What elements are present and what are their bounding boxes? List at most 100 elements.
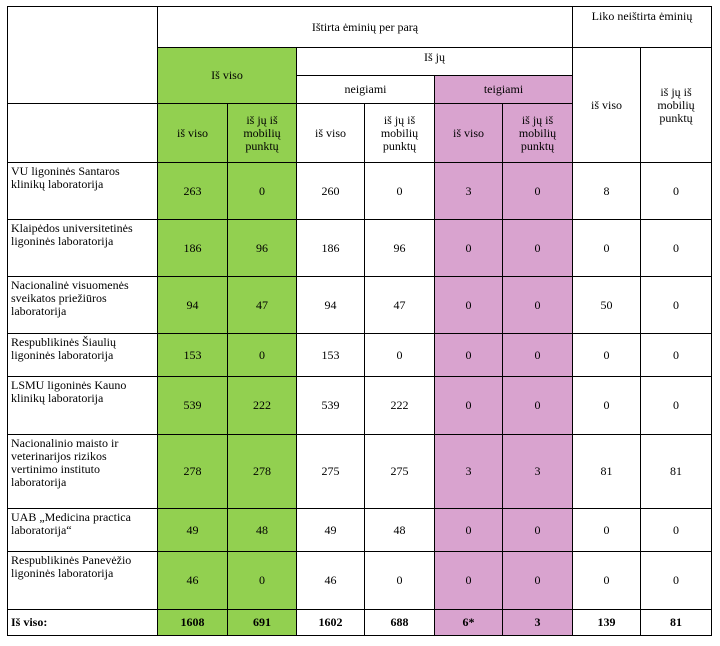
header-row-4: iš viso iš jų iš mobilių punktų iš viso … [7, 103, 712, 163]
corner-cell-lower [7, 103, 158, 163]
total-mobile-value: 47 [227, 276, 297, 334]
total-mobile-value: 0 [227, 551, 297, 610]
positive-mobile-value: 0 [502, 162, 573, 220]
negative-mobile-value: 48 [364, 508, 435, 552]
positive-value: 3 [434, 162, 503, 220]
remaining-value: 0 [572, 376, 641, 435]
remaining-mobile-header: iš jų iš mobilių punktų [640, 47, 712, 163]
total-value: 263 [157, 162, 228, 220]
total-value: 539 [157, 376, 228, 435]
totals-label: Iš viso: [7, 609, 158, 636]
positive-value: 0 [434, 276, 503, 334]
totals-positive: 6* [434, 609, 503, 636]
negative-mobile-value: 0 [364, 551, 435, 610]
table-body: Ištirta ėminių per parą Liko neištirta ė… [7, 6, 712, 636]
header-row-2: Iš viso Iš jų iš viso iš jų iš mobilių p… [8, 47, 712, 163]
positive-mobile-value: 0 [502, 551, 573, 610]
table-row: VU ligoninės Santaros klinikų laboratori… [7, 162, 712, 220]
total-mobile-value: 96 [227, 219, 297, 277]
total-value: 49 [157, 508, 228, 552]
negative-mobile-value: 47 [364, 276, 435, 334]
negative-mobile-value: 0 [364, 162, 435, 220]
table-row: UAB „Medicina practica laboratorija“ 49 … [7, 508, 712, 552]
lab-name: Respublikinės Panevėžio ligoninės labora… [7, 551, 158, 610]
negative-value: 275 [296, 434, 365, 509]
total-mobile-value: 48 [227, 508, 297, 552]
total-mobile-header: iš jų iš mobilių punktų [227, 103, 297, 163]
lab-name: UAB „Medicina practica laboratorija“ [7, 508, 158, 552]
table-row: Respublikinės Šiaulių ligoninės laborato… [7, 333, 712, 377]
positive-value: 0 [434, 376, 503, 435]
positive-mobile-value: 0 [502, 376, 573, 435]
negative-sub-header: iš viso [296, 103, 365, 163]
lab-name: Respublikinės Šiaulių ligoninės laborato… [7, 333, 158, 377]
positive-mobile-value: 0 [502, 219, 573, 277]
negative-mobile-header: iš jų iš mobilių punktų [364, 103, 435, 163]
positive-value: 0 [434, 333, 503, 377]
totals-negative: 1602 [296, 609, 365, 636]
totals-total: 1608 [157, 609, 228, 636]
negative-value: 49 [296, 508, 365, 552]
negative-value: 153 [296, 333, 365, 377]
corner-cell [7, 6, 158, 104]
total-mobile-value: 222 [227, 376, 297, 435]
negative-header: neigiami [296, 75, 435, 104]
remaining-value: 81 [572, 434, 641, 509]
totals-positive-mobile: 3 [502, 609, 573, 636]
total-mobile-value: 0 [227, 162, 297, 220]
table-row: Respublikinės Panevėžio ligoninės labora… [7, 551, 712, 610]
total-value: 278 [157, 434, 228, 509]
remaining-value: 0 [572, 551, 641, 610]
total-mobile-value: 278 [227, 434, 297, 509]
remaining-mobile-value: 0 [640, 333, 712, 377]
positive-mobile-value: 0 [502, 333, 573, 377]
negative-mobile-value: 0 [364, 333, 435, 377]
lab-name: Nacionalinė visuomenės sveikatos priežiū… [7, 276, 158, 334]
positive-mobile-value: 0 [502, 276, 573, 334]
remaining-mobile-value: 81 [640, 434, 712, 509]
remaining-value: 8 [572, 162, 641, 220]
of-which-header: Iš jų [296, 47, 573, 76]
positive-value: 3 [434, 434, 503, 509]
remaining-mobile-value: 0 [640, 276, 712, 334]
negative-mobile-value: 275 [364, 434, 435, 509]
totals-total-mobile: 691 [227, 609, 297, 636]
totals-negative-mobile: 688 [364, 609, 435, 636]
remaining-total-header: iš viso [572, 47, 641, 163]
negative-value: 46 [296, 551, 365, 610]
remaining-mobile-value: 0 [640, 551, 712, 610]
positive-value: 0 [434, 219, 503, 277]
totals-remaining-mobile: 81 [640, 609, 712, 636]
lab-results-table-wrapper: Ištirta ėminių per parą Liko neištirta ė… [7, 6, 712, 636]
tested-per-day-header: Ištirta ėminių per parą [157, 6, 573, 48]
negative-value: 94 [296, 276, 365, 334]
table-row: Nacionalinio maisto ir veterinarijos riz… [7, 434, 712, 509]
positive-mobile-value: 3 [502, 434, 573, 509]
table-row: Klaipėdos universitetinės ligoninės labo… [7, 219, 712, 277]
lab-name: Nacionalinio maisto ir veterinarijos riz… [7, 434, 158, 509]
table-row: LSMU ligoninės Kauno klinikų laboratorij… [7, 376, 712, 435]
table-row: Nacionalinė visuomenės sveikatos priežiū… [7, 276, 712, 334]
positive-header: teigiami [434, 75, 573, 104]
negative-mobile-value: 96 [364, 219, 435, 277]
totals-row: Iš viso: 1608 691 1602 688 6* 3 139 81 [7, 609, 712, 636]
header-row-1: Ištirta ėminių per parą Liko neištirta ė… [7, 6, 712, 104]
total-value: 153 [157, 333, 228, 377]
lab-name: VU ligoninės Santaros klinikų laboratori… [7, 162, 158, 220]
remaining-value: 0 [572, 219, 641, 277]
remaining-mobile-value: 0 [640, 508, 712, 552]
negative-value: 186 [296, 219, 365, 277]
lab-results-table: Ištirta ėminių per parą Liko neištirta ė… [7, 6, 712, 636]
total-header: Iš viso [157, 47, 297, 104]
remaining-mobile-value: 0 [640, 376, 712, 435]
negative-mobile-value: 222 [364, 376, 435, 435]
total-mobile-value: 0 [227, 333, 297, 377]
remaining-mobile-value: 0 [640, 219, 712, 277]
total-sub-header: iš viso [157, 103, 228, 163]
positive-value: 0 [434, 551, 503, 610]
remaining-untested-header: Liko neištirta ėminių [572, 6, 712, 48]
negative-value: 260 [296, 162, 365, 220]
total-value: 186 [157, 219, 228, 277]
lab-name: Klaipėdos universitetinės ligoninės labo… [7, 219, 158, 277]
remaining-mobile-value: 0 [640, 162, 712, 220]
